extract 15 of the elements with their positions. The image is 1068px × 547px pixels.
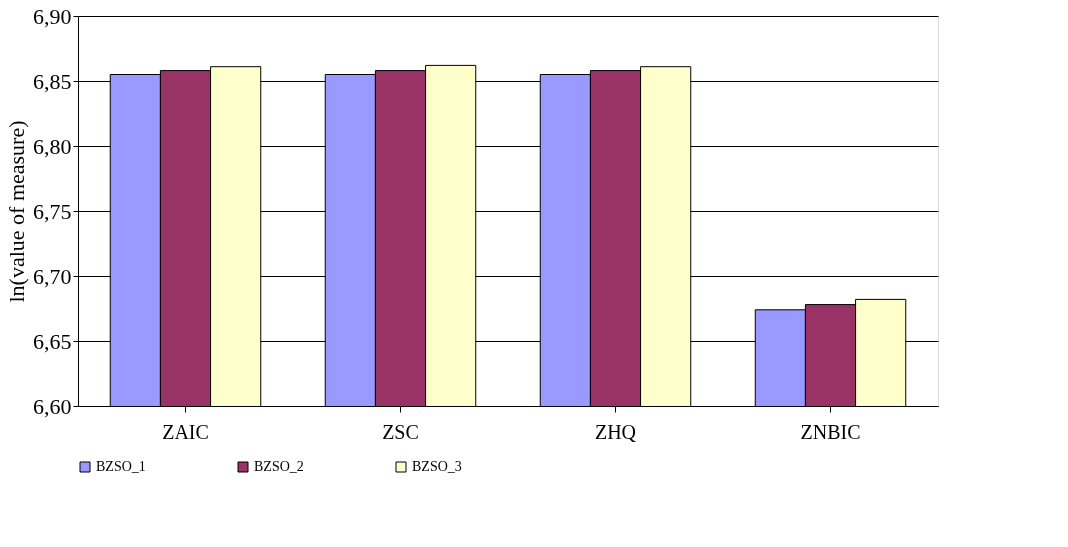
x-tick-label: ZAIC — [162, 420, 209, 443]
y-tick-label: 6,75 — [33, 198, 72, 224]
y-tick-label: 6,85 — [33, 68, 72, 94]
x-tick-label: ZNBIC — [800, 420, 861, 443]
legend-label: BZSO_2 — [254, 459, 304, 474]
y-tick-label: 6,80 — [33, 133, 72, 159]
y-axis-title: ln(value of measure) — [4, 120, 29, 303]
y-tick-label: 6,70 — [33, 263, 72, 289]
y-tick-label: 6,60 — [33, 393, 72, 419]
y-tick-label: 6,90 — [33, 3, 72, 29]
y-tick-label: 6,65 — [33, 328, 72, 354]
x-tick-label: ZHQ — [594, 420, 637, 443]
legend-label: BZSO_3 — [412, 459, 462, 474]
x-tick-label: ZSC — [382, 420, 419, 443]
legend-label: BZSO_1 — [96, 459, 146, 474]
